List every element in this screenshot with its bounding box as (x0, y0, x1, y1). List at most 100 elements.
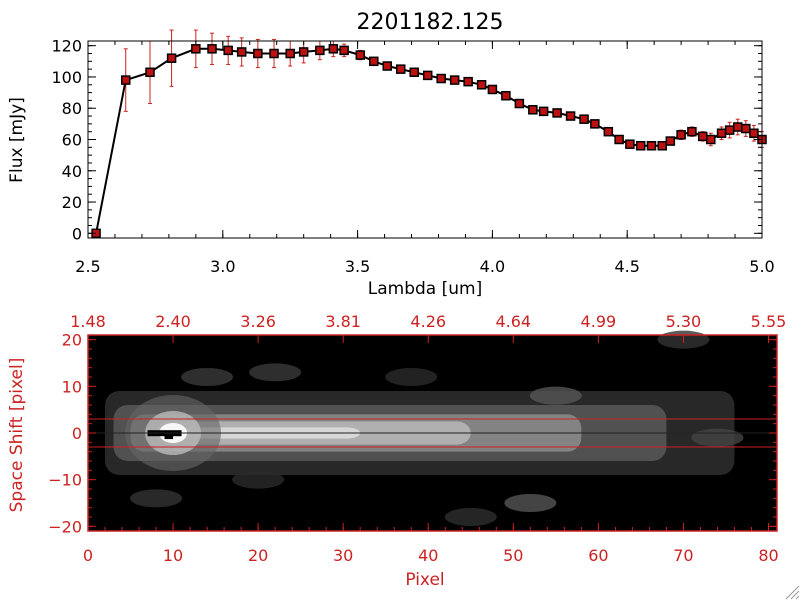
data-point (166, 53, 177, 63)
series-markers (91, 44, 767, 239)
space-tick-label: 20 (62, 331, 82, 350)
data-point (716, 128, 727, 138)
data-point (538, 106, 549, 117)
pixel-tick-label: 50 (503, 546, 523, 565)
data-point (676, 130, 686, 140)
space-tick-label: −20 (48, 517, 82, 536)
pixel-tick-label: 80 (758, 546, 778, 565)
data-point (285, 48, 295, 59)
data-point (732, 122, 743, 132)
data-point (487, 84, 498, 95)
data-point (514, 98, 525, 109)
saturated-pixels (164, 432, 174, 440)
wavelength-tick-label: 2.40 (155, 312, 191, 331)
noise-patch (691, 428, 744, 447)
x-tick-label: 3.5 (345, 257, 370, 276)
pixel-tick-label: 20 (248, 546, 268, 565)
y-tick-label: 60 (62, 131, 82, 150)
noise-patch (385, 368, 438, 386)
data-point (635, 141, 646, 151)
data-point (382, 61, 393, 71)
data-point (646, 141, 657, 151)
x-axis-label: Lambda [um] (368, 279, 482, 299)
data-point (528, 105, 538, 115)
wavelength-tick-label: 4.64 (495, 312, 531, 331)
x-tick-label: 4.5 (614, 257, 639, 276)
noise-patch (504, 494, 557, 512)
x-tick-label: 5.0 (749, 257, 774, 276)
x-tick-label: 3.0 (210, 257, 235, 276)
data-point (603, 126, 614, 137)
error-bars (123, 29, 764, 150)
data-point (665, 136, 676, 146)
wavelength-tick-label: 3.81 (325, 312, 361, 331)
data-point (120, 75, 131, 85)
y-axis-ticks: 0 20 40 60 80 100 120 (51, 37, 762, 243)
data-point (565, 111, 576, 121)
x-axis-ticks: 2.5 3.0 3.5 4.0 4.5 5.0 (75, 41, 775, 276)
y-tick-label: 80 (62, 99, 82, 118)
wavelength-tick-label: 5.55 (751, 312, 787, 331)
space-tick-label: 0 (72, 424, 82, 443)
data-point (191, 44, 201, 54)
data-point (706, 134, 716, 145)
data-point (369, 56, 379, 67)
data-point (625, 139, 635, 149)
wavelength-tick-label: 4.99 (581, 312, 617, 331)
data-point (741, 123, 751, 134)
y-axis-label: Flux [mJy] (7, 97, 27, 183)
pixel-tick-label: 60 (588, 546, 608, 565)
chart-title: 2201182.125 (357, 10, 504, 35)
spectrum-chart: 2201182.125 2.5 3.0 3.5 4.0 4.5 5.0 0 20 40 60 80… (7, 10, 775, 299)
noise-patch (130, 489, 183, 508)
data-point (253, 48, 263, 59)
data-point (436, 73, 446, 84)
pixel-axis-ticks: 0 10 20 30 40 50 60 70 80 (83, 523, 779, 565)
data-point (590, 119, 600, 129)
data-point (449, 75, 460, 85)
wavelength-tick-label: 5.30 (666, 312, 702, 331)
space-shift-axis-ticks: −20 −10 0 10 20 (48, 331, 777, 536)
data-point (579, 114, 589, 124)
data-point (355, 50, 366, 60)
data-point (328, 44, 339, 54)
noise-patch (529, 386, 582, 405)
data-point (315, 45, 325, 56)
data-point (724, 125, 735, 135)
pixel-tick-label: 40 (418, 546, 438, 565)
resize-grip-icon[interactable] (785, 585, 800, 600)
pixel-axis-label: Pixel (405, 570, 444, 590)
y-tick-label: 20 (62, 193, 82, 212)
space-shift-axis-label: Space Shift [pixel] (7, 358, 27, 513)
pixel-tick-label: 30 (333, 546, 353, 565)
y-tick-label: 100 (51, 68, 82, 87)
y-tick-label: 120 (51, 37, 82, 56)
data-point (657, 141, 667, 151)
data-point (207, 44, 217, 54)
y-tick-label: 40 (62, 162, 82, 181)
wavelength-axis-ticks: 1.48 2.40 3.26 3.81 4.26 4.64 4.99 5.30 5.55 (70, 312, 786, 343)
wavelength-tick-label: 1.48 (70, 312, 106, 331)
data-point (687, 126, 697, 137)
data-point (339, 45, 349, 56)
noise-patch (249, 363, 302, 382)
data-point (614, 134, 624, 145)
data-point (749, 128, 759, 138)
plot-frame (87, 40, 763, 239)
pixel-tick-label: 0 (83, 546, 93, 565)
noise-patch (232, 470, 285, 489)
wavelength-tick-label: 4.26 (410, 312, 446, 331)
data-point (463, 76, 473, 87)
wavelength-tick-label: 3.26 (240, 312, 276, 331)
data-point (223, 45, 233, 56)
data-point (422, 70, 433, 81)
data-point (298, 47, 309, 57)
data-point (501, 90, 511, 101)
x-tick-label: 2.5 (75, 257, 100, 276)
data-point (145, 67, 155, 78)
data-point (552, 108, 562, 118)
data-point (269, 48, 279, 59)
data-point (476, 80, 487, 90)
pixel-tick-label: 70 (673, 546, 693, 565)
